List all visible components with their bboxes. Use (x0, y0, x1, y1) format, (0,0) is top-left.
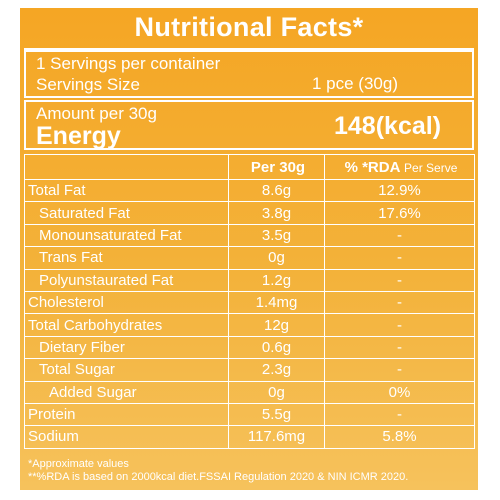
serving-size-label: Servings Size (36, 75, 140, 94)
nutrient-name: Added Sugar (24, 380, 229, 404)
rda-value: - (324, 335, 475, 360)
nutrient-name: Dietary Fiber (24, 335, 229, 360)
nutrient-name: Total Carbohydrates (24, 313, 229, 337)
nutrient-name: Total Fat (24, 178, 229, 203)
rda-value: - (324, 402, 475, 427)
servings-per-container: 1 Servings per container (36, 54, 221, 73)
table-row: Protein 5.5g - (24, 402, 475, 427)
per-30g-value: 0g (228, 380, 325, 404)
table-row: Total Carbohydrates 12g - (24, 313, 475, 337)
nutrient-name: Cholesterol (24, 290, 229, 315)
table-row: Polyunstaurated Fat 1.2g - (24, 268, 475, 292)
per-30g-value: 12g (228, 313, 325, 337)
amount-box: Amount per 30g Energy 148(kcal) (24, 100, 474, 150)
nutrient-name: Protein (24, 402, 229, 427)
nutrient-name: Saturated Fat (24, 201, 229, 225)
table-row: Total Sugar 2.3g - (24, 358, 475, 382)
servings-box: 1 Servings per container Servings Size 1… (24, 50, 474, 98)
table-header-row: Per 30g % *RDA Per Serve (24, 154, 475, 180)
header-rda-label: % *RDA (344, 158, 400, 176)
nutrient-name: Polyunstaurated Fat (24, 268, 229, 292)
serving-size-value: 1 pce (30g) (312, 74, 398, 93)
nutrient-name: Total Sugar (24, 358, 229, 382)
footnote-rda: **%RDA is based on 2000kcal diet.FSSAI R… (28, 471, 409, 483)
energy-label: Energy (36, 122, 121, 150)
nutrient-name: Monounsaturated Fat (24, 223, 229, 248)
rda-value: - (324, 246, 475, 270)
header-per-30g: Per 30g (228, 154, 325, 180)
per-30g-value: 2.3g (228, 358, 325, 382)
nutrition-facts-panel: Nutritional Facts* 1 Servings per contai… (18, 6, 480, 492)
footnotes: *Approximate values **%RDA is based on 2… (28, 458, 408, 484)
title-divider (24, 48, 474, 50)
table-row: Sodium 117.6mg 5.8% (24, 425, 475, 449)
header-rda: % *RDA Per Serve (324, 154, 475, 180)
rda-value: - (324, 290, 475, 315)
per-30g-value: 3.8g (228, 201, 325, 225)
table-row: Saturated Fat 3.8g 17.6% (24, 201, 475, 225)
table-row: Dietary Fiber 0.6g - (24, 335, 475, 360)
per-30g-value: 117.6mg (228, 425, 325, 449)
per-30g-value: 0.6g (228, 335, 325, 360)
amount-label: Amount per 30g (36, 104, 157, 123)
header-rda-suffix: Per Serve (404, 160, 458, 175)
table-row: Cholesterol 1.4mg - (24, 290, 475, 315)
per-30g-value: 5.5g (228, 402, 325, 427)
per-30g-value: 3.5g (228, 223, 325, 248)
table-row: Total Fat 8.6g 12.9% (24, 178, 475, 203)
rda-value: 5.8% (324, 425, 475, 449)
table-row: Monounsaturated Fat 3.5g - (24, 223, 475, 248)
panel-title: Nutritional Facts* (134, 12, 364, 42)
rda-value: - (324, 268, 475, 292)
rda-value: 12.9% (324, 178, 475, 203)
rda-value: 17.6% (324, 201, 475, 225)
rda-value: - (324, 223, 475, 248)
per-30g-value: 1.4mg (228, 290, 325, 315)
table-row: Trans Fat 0g - (24, 246, 475, 270)
nutrition-table: Per 30g % *RDA Per Serve Total Fat 8.6g … (24, 154, 475, 449)
rda-value: - (324, 313, 475, 337)
nutrient-name: Sodium (24, 425, 229, 449)
per-30g-value: 0g (228, 246, 325, 270)
footnote-approx: *Approximate values (28, 458, 129, 470)
table-row: Added Sugar 0g 0% (24, 380, 475, 404)
per-30g-value: 1.2g (228, 268, 325, 292)
per-30g-value: 8.6g (228, 178, 325, 203)
energy-value: 148(kcal) (334, 112, 442, 140)
rda-value: - (324, 358, 475, 382)
rda-value: 0% (324, 380, 475, 404)
header-nutrient (24, 154, 229, 180)
nutrient-name: Trans Fat (24, 246, 229, 270)
